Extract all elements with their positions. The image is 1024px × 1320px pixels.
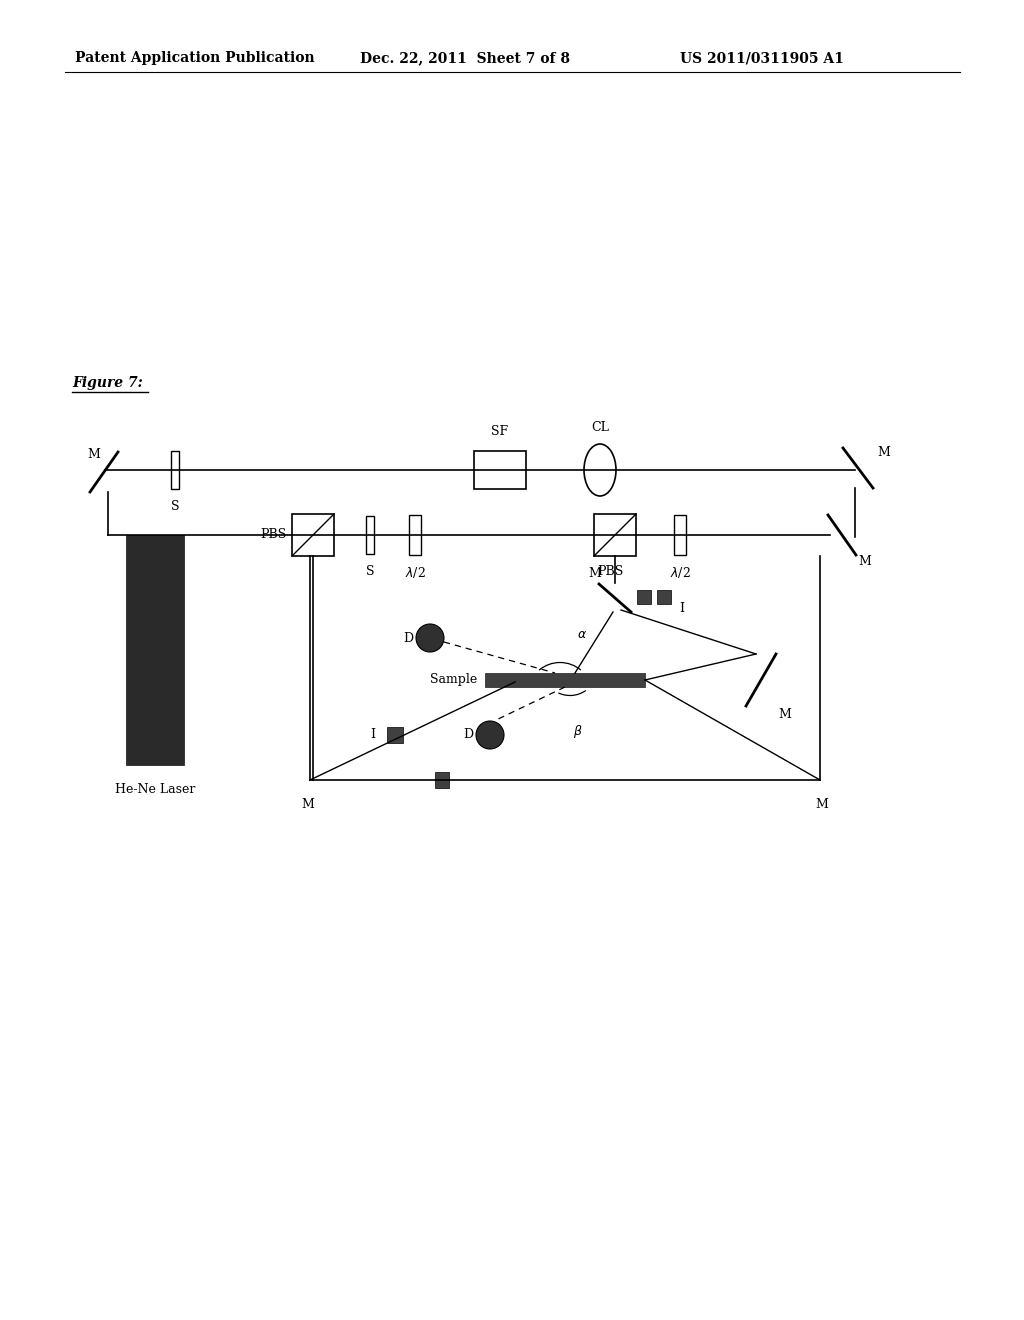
Bar: [657, 590, 671, 605]
Bar: [409, 515, 421, 554]
Bar: [292, 513, 334, 556]
Bar: [674, 515, 686, 554]
Text: CL: CL: [591, 421, 609, 434]
Bar: [126, 535, 184, 766]
Circle shape: [416, 624, 444, 652]
Text: D: D: [402, 631, 413, 644]
Text: S: S: [171, 500, 179, 513]
Text: US 2011/0311905 A1: US 2011/0311905 A1: [680, 51, 844, 65]
Bar: [474, 451, 526, 488]
Text: M: M: [778, 708, 791, 721]
Text: SF: SF: [492, 425, 509, 438]
Text: $\lambda$/2: $\lambda$/2: [670, 565, 690, 579]
Text: Figure 7:: Figure 7:: [72, 376, 142, 389]
Text: He-Ne Laser: He-Ne Laser: [115, 783, 196, 796]
Text: Dec. 22, 2011  Sheet 7 of 8: Dec. 22, 2011 Sheet 7 of 8: [360, 51, 570, 65]
Text: $\lambda$/2: $\lambda$/2: [404, 565, 425, 579]
Text: D: D: [463, 729, 473, 742]
Text: M: M: [877, 446, 890, 459]
Text: M: M: [589, 568, 601, 579]
Bar: [171, 451, 179, 488]
Bar: [594, 513, 636, 556]
Text: $\alpha$: $\alpha$: [577, 628, 587, 642]
Text: $\beta$: $\beta$: [573, 723, 583, 741]
Text: I: I: [371, 729, 376, 742]
Text: Patent Application Publication: Patent Application Publication: [75, 51, 314, 65]
Circle shape: [476, 721, 504, 748]
Bar: [366, 516, 374, 554]
Text: S: S: [366, 565, 374, 578]
Text: M: M: [858, 554, 870, 568]
Text: PBS: PBS: [261, 528, 287, 541]
Ellipse shape: [584, 444, 616, 496]
Bar: [485, 673, 645, 686]
Text: Sample: Sample: [430, 673, 477, 686]
Text: M: M: [815, 799, 828, 810]
Bar: [637, 590, 651, 605]
Text: PBS: PBS: [597, 565, 624, 578]
Bar: [387, 727, 403, 743]
Text: M: M: [88, 447, 100, 461]
Text: I: I: [679, 602, 684, 615]
Text: M: M: [301, 799, 314, 810]
Bar: [435, 772, 449, 788]
